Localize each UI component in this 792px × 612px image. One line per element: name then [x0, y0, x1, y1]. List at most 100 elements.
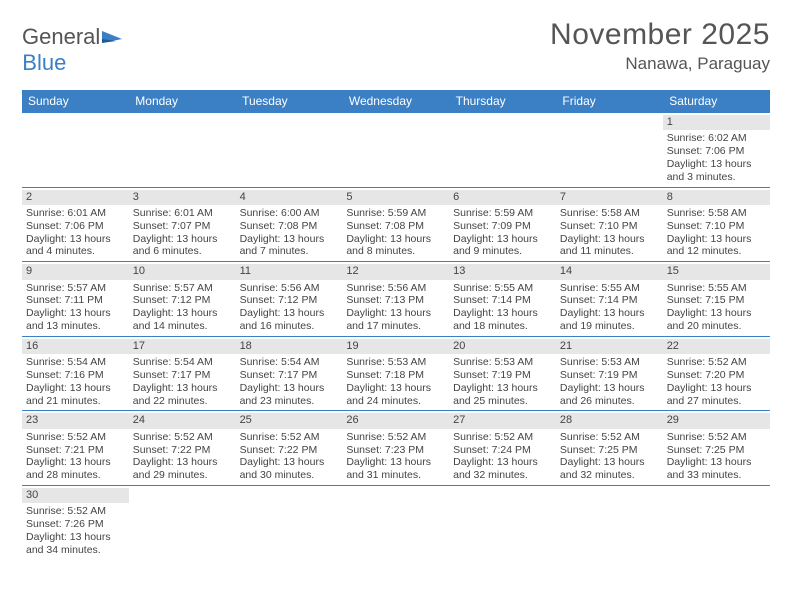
daylight-line: Daylight: 13 hours and 3 minutes. — [667, 158, 766, 184]
day-content: 7Sunrise: 5:58 AMSunset: 7:10 PMDaylight… — [556, 188, 663, 262]
calendar-week-row: 9Sunrise: 5:57 AMSunset: 7:11 PMDaylight… — [22, 262, 770, 337]
day-content: 20Sunrise: 5:53 AMSunset: 7:19 PMDayligh… — [449, 337, 556, 411]
calendar-day-cell: 9Sunrise: 5:57 AMSunset: 7:11 PMDaylight… — [22, 262, 129, 337]
calendar-day-cell: 29Sunrise: 5:52 AMSunset: 7:25 PMDayligh… — [663, 411, 770, 486]
sunset-line: Sunset: 7:25 PM — [667, 444, 766, 457]
sunrise-line: Sunrise: 5:52 AM — [667, 356, 766, 369]
sunset-line: Sunset: 7:12 PM — [133, 294, 232, 307]
day-content: 29Sunrise: 5:52 AMSunset: 7:25 PMDayligh… — [663, 411, 770, 485]
day-number: 6 — [449, 190, 556, 205]
calendar-empty-cell — [342, 113, 449, 188]
calendar-empty-cell — [129, 113, 236, 188]
title-block: November 2025 Nanawa, Paraguay — [550, 18, 770, 74]
calendar-day-cell: 3Sunrise: 6:01 AMSunset: 7:07 PMDaylight… — [129, 187, 236, 262]
daylight-line: Daylight: 13 hours and 21 minutes. — [26, 382, 125, 408]
calendar-day-cell: 8Sunrise: 5:58 AMSunset: 7:10 PMDaylight… — [663, 187, 770, 262]
day-content: 30Sunrise: 5:52 AMSunset: 7:26 PMDayligh… — [22, 486, 129, 560]
day-number: 8 — [663, 190, 770, 205]
weekday-header: Thursday — [449, 90, 556, 113]
day-number: 5 — [342, 190, 449, 205]
day-content: 11Sunrise: 5:56 AMSunset: 7:12 PMDayligh… — [236, 262, 343, 336]
day-content: 21Sunrise: 5:53 AMSunset: 7:19 PMDayligh… — [556, 337, 663, 411]
sunset-line: Sunset: 7:14 PM — [560, 294, 659, 307]
daylight-line: Daylight: 13 hours and 32 minutes. — [560, 456, 659, 482]
day-number: 7 — [556, 190, 663, 205]
sunrise-line: Sunrise: 5:58 AM — [667, 207, 766, 220]
calendar-week-row: 16Sunrise: 5:54 AMSunset: 7:16 PMDayligh… — [22, 336, 770, 411]
calendar-empty-cell — [663, 485, 770, 559]
day-number: 23 — [22, 413, 129, 428]
calendar-day-cell: 27Sunrise: 5:52 AMSunset: 7:24 PMDayligh… — [449, 411, 556, 486]
day-number: 17 — [129, 339, 236, 354]
day-number: 11 — [236, 264, 343, 279]
sunset-line: Sunset: 7:20 PM — [667, 369, 766, 382]
day-content: 1Sunrise: 6:02 AMSunset: 7:06 PMDaylight… — [663, 113, 770, 187]
sunrise-line: Sunrise: 6:01 AM — [133, 207, 232, 220]
day-content: 10Sunrise: 5:57 AMSunset: 7:12 PMDayligh… — [129, 262, 236, 336]
daylight-line: Daylight: 13 hours and 4 minutes. — [26, 233, 125, 259]
calendar-day-cell: 11Sunrise: 5:56 AMSunset: 7:12 PMDayligh… — [236, 262, 343, 337]
logo: General — [22, 24, 124, 50]
day-number: 18 — [236, 339, 343, 354]
weekday-header: Sunday — [22, 90, 129, 113]
day-number: 24 — [129, 413, 236, 428]
calendar-day-cell: 12Sunrise: 5:56 AMSunset: 7:13 PMDayligh… — [342, 262, 449, 337]
sunset-line: Sunset: 7:23 PM — [346, 444, 445, 457]
sunset-line: Sunset: 7:09 PM — [453, 220, 552, 233]
calendar-empty-cell — [342, 485, 449, 559]
daylight-line: Daylight: 13 hours and 28 minutes. — [26, 456, 125, 482]
day-content: 17Sunrise: 5:54 AMSunset: 7:17 PMDayligh… — [129, 337, 236, 411]
weekday-row: SundayMondayTuesdayWednesdayThursdayFrid… — [22, 90, 770, 113]
calendar-day-cell: 24 Sunrise: 5:52 AMSunset: 7:22 PMDayligh… — [129, 411, 236, 486]
daylight-line: Daylight: 13 hours and 12 minutes. — [667, 233, 766, 259]
calendar-day-cell: 10Sunrise: 5:57 AMSunset: 7:12 PMDayligh… — [129, 262, 236, 337]
sunrise-line: Sunrise: 5:58 AM — [560, 207, 659, 220]
day-number: 1 — [663, 115, 770, 130]
daylight-line: Daylight: 13 hours and 18 minutes. — [453, 307, 552, 333]
day-content: 8Sunrise: 5:58 AMSunset: 7:10 PMDaylight… — [663, 188, 770, 262]
calendar-day-cell: 6Sunrise: 5:59 AMSunset: 7:09 PMDaylight… — [449, 187, 556, 262]
sunrise-line: Sunrise: 5:55 AM — [560, 282, 659, 295]
day-number: 3 — [129, 190, 236, 205]
calendar-day-cell: 15Sunrise: 5:55 AMSunset: 7:15 PMDayligh… — [663, 262, 770, 337]
daylight-line: Daylight: 13 hours and 29 minutes. — [133, 456, 232, 482]
sunrise-line: Sunrise: 5:56 AM — [240, 282, 339, 295]
sunrise-line: Sunrise: 5:52 AM — [133, 431, 232, 444]
sunset-line: Sunset: 7:22 PM — [133, 444, 232, 457]
day-content: 26Sunrise: 5:52 AMSunset: 7:23 PMDayligh… — [342, 411, 449, 485]
sunset-line: Sunset: 7:17 PM — [240, 369, 339, 382]
day-content: 16Sunrise: 5:54 AMSunset: 7:16 PMDayligh… — [22, 337, 129, 411]
day-content: 15Sunrise: 5:55 AMSunset: 7:15 PMDayligh… — [663, 262, 770, 336]
calendar-empty-cell — [236, 113, 343, 188]
day-number: 25 — [236, 413, 343, 428]
daylight-line: Daylight: 13 hours and 24 minutes. — [346, 382, 445, 408]
day-number: 4 — [236, 190, 343, 205]
sunset-line: Sunset: 7:06 PM — [26, 220, 125, 233]
calendar-day-cell: 17Sunrise: 5:54 AMSunset: 7:17 PMDayligh… — [129, 336, 236, 411]
day-content: 22Sunrise: 5:52 AMSunset: 7:20 PMDayligh… — [663, 337, 770, 411]
day-content: 3Sunrise: 6:01 AMSunset: 7:07 PMDaylight… — [129, 188, 236, 262]
title-month: November 2025 — [550, 18, 770, 52]
weekday-header: Friday — [556, 90, 663, 113]
calendar-empty-cell — [22, 113, 129, 188]
sunset-line: Sunset: 7:13 PM — [346, 294, 445, 307]
day-content: 14Sunrise: 5:55 AMSunset: 7:14 PMDayligh… — [556, 262, 663, 336]
daylight-line: Daylight: 13 hours and 33 minutes. — [667, 456, 766, 482]
day-number: 21 — [556, 339, 663, 354]
day-content: 27Sunrise: 5:52 AMSunset: 7:24 PMDayligh… — [449, 411, 556, 485]
calendar-day-cell: 13Sunrise: 5:55 AMSunset: 7:14 PMDayligh… — [449, 262, 556, 337]
day-number: 26 — [342, 413, 449, 428]
calendar-day-cell: 20Sunrise: 5:53 AMSunset: 7:19 PMDayligh… — [449, 336, 556, 411]
sunset-line: Sunset: 7:18 PM — [346, 369, 445, 382]
logo-text-2: Blue — [22, 50, 66, 76]
daylight-line: Daylight: 13 hours and 19 minutes. — [560, 307, 659, 333]
sunrise-line: Sunrise: 5:52 AM — [453, 431, 552, 444]
logo-flag-icon — [102, 29, 124, 45]
sunrise-line: Sunrise: 5:55 AM — [453, 282, 552, 295]
calendar-day-cell: 2Sunrise: 6:01 AMSunset: 7:06 PMDaylight… — [22, 187, 129, 262]
day-number: 19 — [342, 339, 449, 354]
weekday-header: Tuesday — [236, 90, 343, 113]
calendar-page: General November 2025 Nanawa, Paraguay G… — [0, 0, 792, 578]
day-content: 23Sunrise: 5:52 AMSunset: 7:21 PMDayligh… — [22, 411, 129, 485]
day-number: 15 — [663, 264, 770, 279]
